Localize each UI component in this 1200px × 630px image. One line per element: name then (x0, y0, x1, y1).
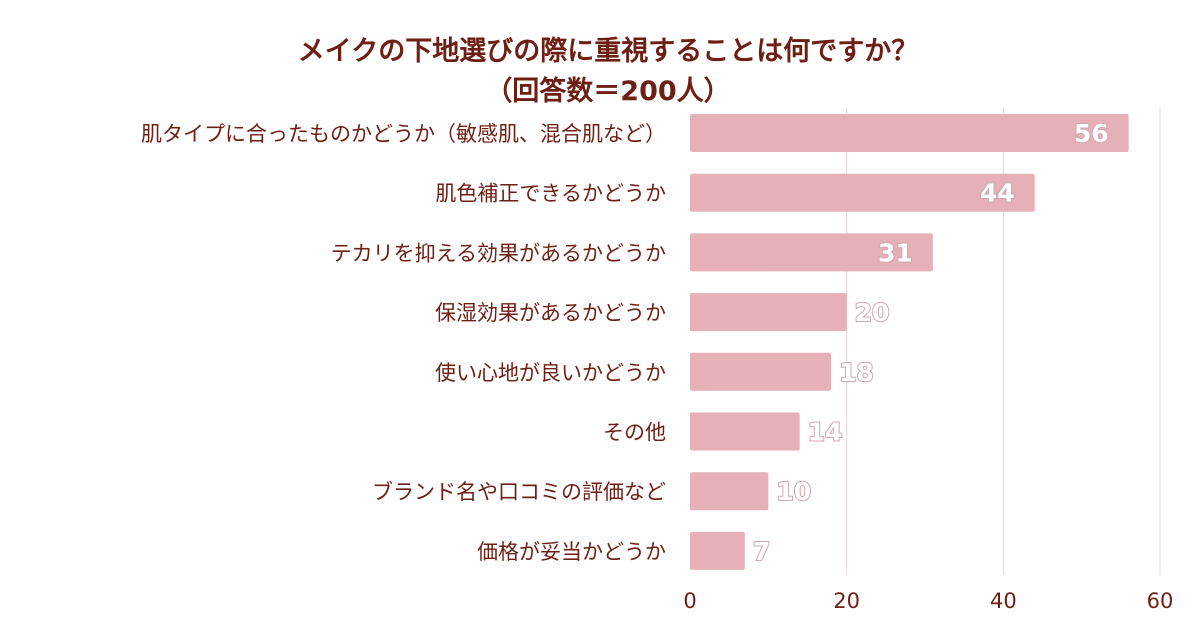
bar (690, 173, 1035, 212)
category-label: 価格が妥当かどうか (477, 540, 666, 564)
category-label-layer: 肌タイプに合ったものかどうか（敏感肌、混合肌など） 肌色補正できるかどうかテカリを… (141, 122, 666, 564)
x-tick-label: 0 (683, 589, 696, 613)
bar (690, 531, 745, 570)
x-axis-ticks: 0 20 40 60 (683, 589, 1173, 613)
chart-title-line-2: （回答数＝200人） (485, 75, 730, 107)
category-label: 肌色補正できるかどうか (435, 182, 666, 206)
bar-layer: 56 44 31 20 18 14 10 7 (690, 114, 1129, 570)
category-label: テカリを抑える効果があるかどうか (331, 241, 666, 265)
x-tick-label: 40 (990, 589, 1017, 613)
data-label: 7 (753, 537, 770, 566)
data-label: 10 (776, 477, 811, 506)
bar (690, 233, 933, 272)
bar (690, 352, 831, 391)
data-label: 14 (808, 418, 843, 447)
category-label: 保湿効果があるかどうか (435, 301, 666, 325)
data-label: 31 (878, 238, 913, 267)
bar (690, 412, 800, 451)
category-label: 肌タイプに合ったものかどうか（敏感肌、混合肌など） (141, 122, 666, 146)
category-label: その他 (603, 421, 666, 445)
category-label: ブランド名や口コミの評価など (372, 480, 666, 504)
x-tick-label: 20 (833, 589, 860, 613)
category-label: 使い心地が良いかどうか (435, 361, 666, 385)
chart-title-line-1: メイクの下地選びの際に重視することは何ですか？ (298, 36, 918, 67)
bar (690, 114, 1129, 152)
data-label: 18 (839, 358, 874, 387)
data-label: 44 (980, 179, 1015, 208)
data-label: 20 (855, 298, 890, 327)
data-label: 56 (1074, 119, 1109, 148)
x-tick-label: 60 (1147, 589, 1174, 613)
bar (690, 293, 847, 332)
bar (690, 472, 769, 511)
